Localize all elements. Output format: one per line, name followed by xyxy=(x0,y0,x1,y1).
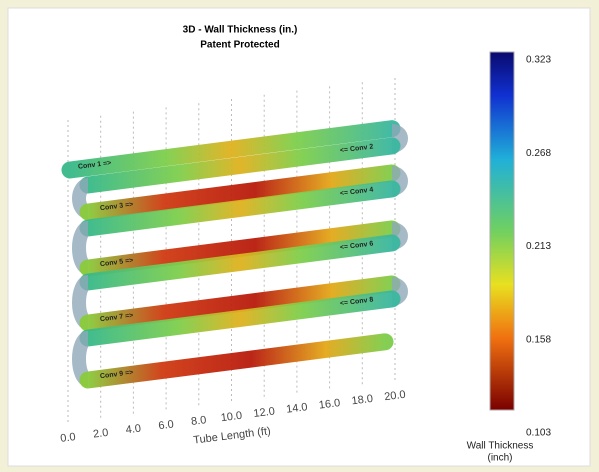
x-tick-label: 12.0 xyxy=(253,405,276,420)
colorbar-tick-label: 0.323 xyxy=(526,55,551,66)
x-tick-label: 14.0 xyxy=(286,401,309,416)
subtitle: Patent Protected xyxy=(200,40,279,51)
tube-label: Conv 9 => xyxy=(100,369,134,380)
x-tick-label: 0.0 xyxy=(60,431,77,445)
tube-label: <= Conv 4 xyxy=(340,186,374,197)
title: 3D - Wall Thickness (in.) xyxy=(183,25,298,36)
x-tick-label: 18.0 xyxy=(351,393,374,408)
colorbar-tick-label: 0.268 xyxy=(526,148,551,159)
tube-label: Conv 5 => xyxy=(100,257,134,268)
x-tick-label: 16.0 xyxy=(318,397,341,412)
x-tick-label: 20.0 xyxy=(384,389,407,404)
tube xyxy=(79,220,401,277)
colorbar-tick-label: 0.158 xyxy=(526,334,551,345)
tube-label: <= Conv 8 xyxy=(340,296,374,307)
tube-label: <= Conv 2 xyxy=(340,143,374,154)
tube xyxy=(79,275,401,332)
x-tick-label: 2.0 xyxy=(92,427,109,441)
tube xyxy=(79,164,401,221)
colorbar-tick-label: 0.213 xyxy=(526,241,551,252)
tube xyxy=(79,180,401,237)
tube xyxy=(79,333,394,389)
tube-label: Conv 7 => xyxy=(100,312,134,323)
tube xyxy=(79,290,401,347)
labels: Conv 1 => <= Conv 2 Conv 3 => <= Conv 4 Conv… xyxy=(78,143,374,380)
x-tick-label: 8.0 xyxy=(190,414,207,428)
x-tick-label: 4.0 xyxy=(125,423,142,437)
x-tick-label: 6.0 xyxy=(158,418,175,432)
tube-label: Conv 1 => xyxy=(78,160,112,171)
tubes xyxy=(61,120,408,389)
tube xyxy=(79,137,401,194)
tube-label: <= Conv 6 xyxy=(340,240,374,251)
colorbar-tick-label: 0.103 xyxy=(526,428,551,439)
colorbar-title: Wall Thickness xyxy=(467,441,534,452)
grid: 0.0 2.0 4.0 6.0 8.0 10.0 12.0 14.0 16.0 18.0 20.0T… xyxy=(60,75,407,447)
tube xyxy=(79,234,401,291)
tube xyxy=(61,120,401,179)
x-tick-label: 10.0 xyxy=(220,410,243,425)
tube-label: Conv 3 => xyxy=(100,201,134,212)
colorbar xyxy=(489,51,515,411)
colorbar-unit: (inch) xyxy=(487,453,512,464)
